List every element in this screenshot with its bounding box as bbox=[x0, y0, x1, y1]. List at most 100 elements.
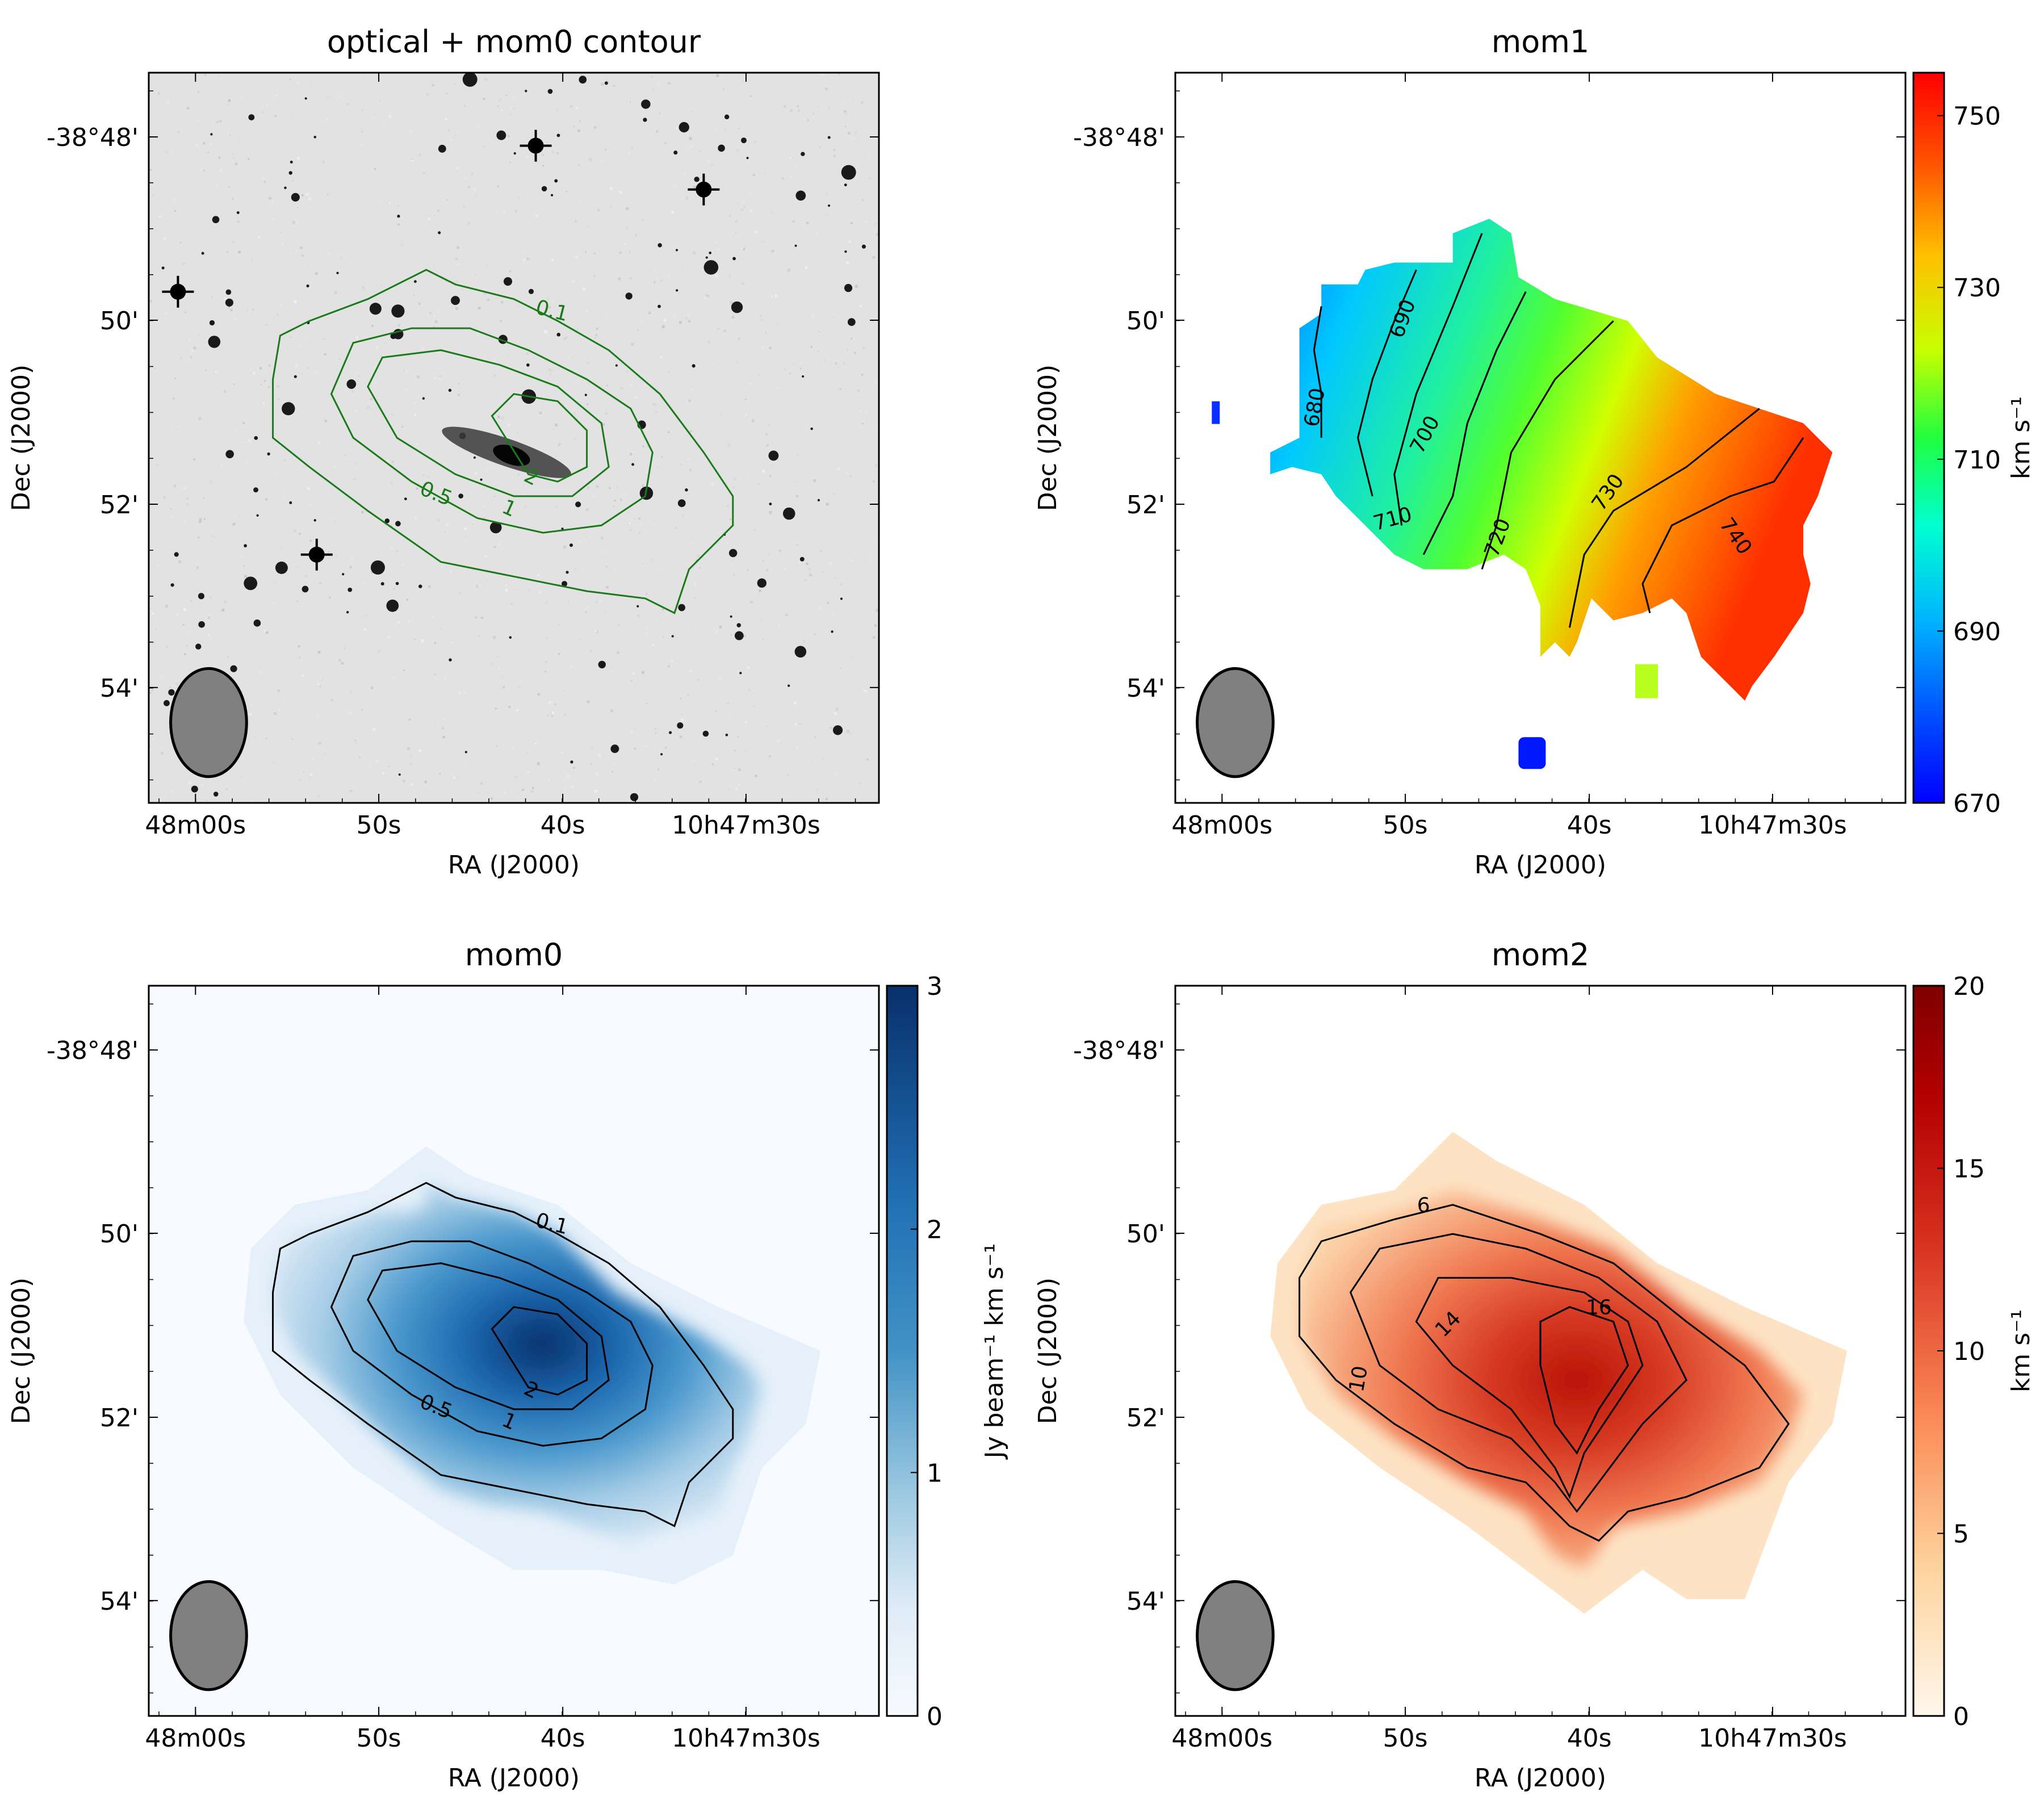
sky-noise bbox=[826, 797, 828, 800]
sky-noise bbox=[618, 756, 621, 759]
sky-noise bbox=[698, 150, 701, 153]
sky-noise bbox=[259, 367, 262, 370]
sky-noise bbox=[184, 311, 186, 313]
y-tick-label: 54' bbox=[100, 1587, 139, 1616]
sky-noise bbox=[615, 524, 618, 527]
sky-noise bbox=[700, 532, 702, 534]
sky-noise bbox=[330, 698, 333, 702]
sky-noise bbox=[456, 166, 459, 170]
sky-noise bbox=[401, 563, 405, 567]
y-tick-label: 54' bbox=[1126, 674, 1165, 703]
sky-noise bbox=[872, 256, 876, 259]
sky-noise bbox=[846, 261, 849, 265]
sky-noise bbox=[731, 560, 734, 563]
sky-noise bbox=[747, 438, 748, 440]
sky-noise bbox=[362, 286, 365, 289]
sky-noise bbox=[598, 753, 601, 757]
sky-noise bbox=[606, 84, 609, 87]
sky-noise bbox=[482, 505, 484, 507]
sky-noise bbox=[688, 694, 690, 696]
sky-noise bbox=[826, 81, 829, 84]
star bbox=[676, 289, 678, 292]
sky-noise bbox=[481, 617, 484, 619]
sky-noise bbox=[509, 270, 512, 273]
sky-noise bbox=[364, 582, 366, 584]
sky-noise bbox=[509, 161, 512, 163]
sky-noise bbox=[567, 775, 569, 778]
sky-noise bbox=[175, 683, 179, 686]
sky-noise bbox=[297, 207, 299, 208]
sky-noise bbox=[620, 499, 622, 501]
sky-noise bbox=[575, 220, 577, 223]
star bbox=[198, 593, 205, 600]
sky-noise bbox=[744, 399, 747, 400]
sky-noise bbox=[483, 145, 485, 147]
star bbox=[794, 244, 797, 247]
sky-noise bbox=[408, 718, 411, 721]
sky-noise bbox=[311, 434, 313, 437]
sky-noise bbox=[476, 333, 480, 336]
sky-noise bbox=[517, 663, 520, 666]
sky-noise bbox=[601, 160, 604, 162]
sky-noise bbox=[688, 320, 691, 323]
sky-noise bbox=[339, 358, 341, 360]
sky-noise bbox=[835, 772, 838, 775]
sky-noise bbox=[335, 555, 337, 557]
sky-noise bbox=[646, 702, 648, 705]
sky-noise bbox=[493, 635, 496, 639]
sky-noise bbox=[430, 223, 433, 225]
sky-noise bbox=[215, 371, 217, 374]
sky-noise bbox=[257, 236, 260, 238]
y-tick-label: 52' bbox=[1126, 491, 1165, 520]
colorbar-tick-label: 0 bbox=[927, 1702, 943, 1731]
sky-noise bbox=[323, 774, 326, 777]
sky-noise bbox=[732, 573, 735, 577]
star bbox=[678, 604, 685, 612]
sky-noise bbox=[613, 85, 615, 87]
sky-noise bbox=[629, 252, 631, 253]
sky-noise bbox=[544, 330, 547, 333]
sky-noise bbox=[321, 679, 324, 681]
sky-noise bbox=[832, 787, 835, 790]
sky-noise bbox=[326, 95, 329, 98]
sky-noise bbox=[283, 701, 284, 703]
sky-noise bbox=[558, 653, 560, 655]
sky-noise bbox=[816, 145, 819, 148]
sky-noise bbox=[229, 134, 231, 136]
sky-noise bbox=[344, 647, 345, 650]
star bbox=[369, 303, 382, 315]
sky-noise bbox=[683, 173, 686, 175]
sky-noise bbox=[661, 325, 665, 328]
sky-noise bbox=[769, 184, 773, 187]
sky-noise bbox=[174, 484, 177, 487]
sky-noise bbox=[167, 796, 170, 799]
y-tick-label: -38°48' bbox=[1073, 1036, 1165, 1065]
sky-noise bbox=[400, 243, 403, 246]
sky-noise bbox=[840, 667, 842, 669]
sky-noise bbox=[648, 253, 651, 256]
sky-noise bbox=[642, 219, 644, 221]
star bbox=[212, 216, 220, 224]
sky-noise bbox=[265, 505, 266, 506]
sky-noise bbox=[280, 795, 283, 797]
sky-noise bbox=[467, 221, 469, 224]
sky-noise bbox=[581, 568, 583, 570]
sky-noise bbox=[707, 341, 710, 344]
sky-noise bbox=[680, 735, 682, 739]
sky-noise bbox=[249, 713, 252, 716]
sky-noise bbox=[799, 367, 801, 369]
sky-noise bbox=[675, 527, 677, 529]
sky-noise bbox=[606, 586, 609, 589]
sky-noise bbox=[803, 210, 806, 213]
sky-noise bbox=[272, 320, 274, 323]
sky-noise bbox=[440, 628, 442, 630]
sky-noise bbox=[307, 487, 310, 490]
sky-noise bbox=[240, 555, 243, 558]
sky-noise bbox=[766, 726, 768, 727]
sky-noise bbox=[468, 515, 471, 518]
sky-noise bbox=[293, 249, 296, 252]
sky-noise bbox=[575, 106, 579, 110]
sky-noise bbox=[551, 150, 554, 153]
sky-noise bbox=[728, 788, 730, 790]
